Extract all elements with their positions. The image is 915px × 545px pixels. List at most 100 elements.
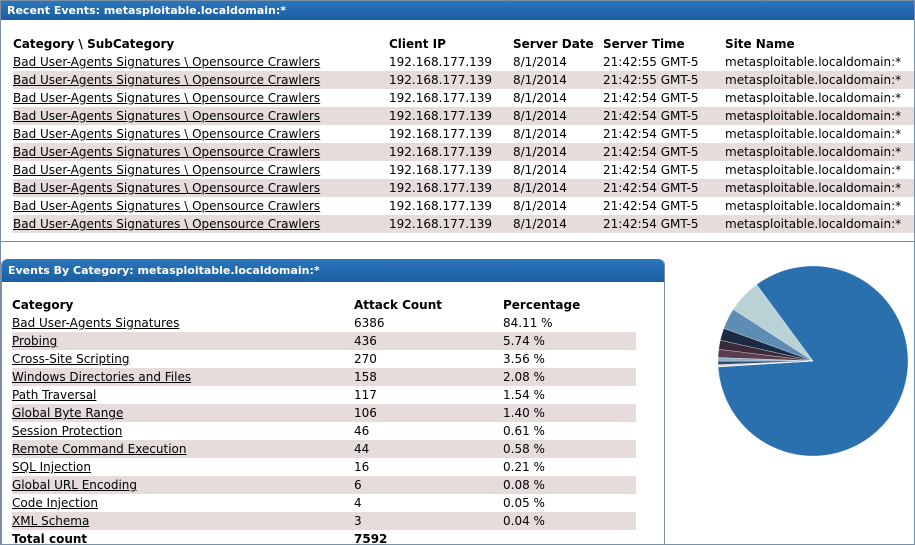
table-row: Session Protection 46 0.61 % <box>12 422 636 440</box>
event-category-link[interactable]: Bad User-Agents Signatures \ Opensource … <box>13 109 321 123</box>
table-row: Code Injection 4 0.05 % <box>12 494 636 512</box>
attack-count-cell: 158 <box>354 368 503 386</box>
server-date-cell: 8/1/2014 <box>513 91 567 105</box>
percentage-cell: 5.74 % <box>503 332 636 350</box>
category-cell: Probing <box>12 332 354 350</box>
site-name-cell: metasploitable.localdomain:* <box>725 127 902 141</box>
category-link[interactable]: SQL Injection <box>12 460 92 474</box>
table-row: Bad User-Agents Signatures \ Opensource … <box>13 107 914 125</box>
column-header-site-name: Site Name <box>725 37 795 51</box>
category-link[interactable]: Global Byte Range <box>12 406 124 420</box>
table-row: Bad User-Agents Signatures \ Opensource … <box>13 125 914 143</box>
table-row: Bad User-Agents Signatures \ Opensource … <box>13 143 914 161</box>
client-ip-cell: 192.168.177.139 <box>389 71 513 89</box>
percentage-cell: 0.21 % <box>503 460 545 474</box>
table-row: Bad User-Agents Signatures \ Opensource … <box>13 89 914 107</box>
client-ip-cell: 192.168.177.139 <box>389 127 493 141</box>
percentage-cell: 0.58 % <box>503 440 636 458</box>
attack-count-cell: 6 <box>354 476 503 494</box>
events-by-category-header: Events By Category: metasploitable.local… <box>2 259 664 282</box>
event-category-link[interactable]: Bad User-Agents Signatures \ Opensource … <box>13 145 321 159</box>
site-name-cell: metasploitable.localdomain:* <box>725 55 902 69</box>
category-link[interactable]: Code Injection <box>12 496 98 510</box>
site-name-cell: metasploitable.localdomain:* <box>725 215 914 233</box>
column-header-percentage: Percentage <box>503 298 581 312</box>
category-header-row: Category Attack Count Percentage <box>12 296 636 314</box>
server-time-cell: 21:42:54 GMT-5 <box>603 163 699 177</box>
pie-slice <box>718 265 909 457</box>
category-link[interactable]: Remote Command Execution <box>12 442 187 456</box>
table-row: Remote Command Execution 44 0.58 % <box>12 440 636 458</box>
attack-count-cell: 6386 <box>354 316 385 330</box>
table-row: Bad User-Agents Signatures \ Opensource … <box>13 179 914 197</box>
category-link[interactable]: Windows Directories and Files <box>12 370 192 384</box>
category-cell: Bad User-Agents Signatures \ Opensource … <box>13 197 389 215</box>
category-pie-chart <box>717 265 909 457</box>
attack-count-cell: 436 <box>354 332 503 350</box>
percentage-cell: 1.54 % <box>503 388 545 402</box>
attack-count-cell: 3 <box>354 512 503 530</box>
client-ip-cell: 192.168.177.139 <box>389 179 513 197</box>
category-link[interactable]: Bad User-Agents Signatures <box>12 316 180 330</box>
event-category-link[interactable]: Bad User-Agents Signatures \ Opensource … <box>13 181 321 195</box>
server-date-cell: 8/1/2014 <box>513 163 567 177</box>
client-ip-cell: 192.168.177.139 <box>389 55 493 69</box>
event-category-link[interactable]: Bad User-Agents Signatures \ Opensource … <box>13 91 321 105</box>
category-cell: Global Byte Range <box>12 404 354 422</box>
event-category-link[interactable]: Bad User-Agents Signatures \ Opensource … <box>13 127 321 141</box>
site-name-cell: metasploitable.localdomain:* <box>725 71 914 89</box>
total-value: 7592 <box>354 532 388 545</box>
column-header-server-time: Server Time <box>603 37 685 51</box>
category-cell: Bad User-Agents Signatures \ Opensource … <box>13 179 389 197</box>
category-link[interactable]: Probing <box>12 334 58 348</box>
column-header-server-date: Server Date <box>513 37 594 51</box>
server-time-cell: 21:42:54 GMT-5 <box>603 107 725 125</box>
server-time-cell: 21:42:54 GMT-5 <box>603 179 725 197</box>
site-name-cell: metasploitable.localdomain:* <box>725 179 914 197</box>
table-row: Probing 436 5.74 % <box>12 332 636 350</box>
table-row: XML Schema 3 0.04 % <box>12 512 636 530</box>
server-date-cell: 8/1/2014 <box>513 107 603 125</box>
category-link[interactable]: Session Protection <box>12 424 123 438</box>
event-category-link[interactable]: Bad User-Agents Signatures \ Opensource … <box>13 199 321 213</box>
site-name-cell: metasploitable.localdomain:* <box>725 143 914 161</box>
server-date-cell: 8/1/2014 <box>513 143 603 161</box>
column-header-client-ip: Client IP <box>389 37 446 51</box>
percentage-cell: 0.08 % <box>503 476 636 494</box>
server-time-cell: 21:42:55 GMT-5 <box>603 71 725 89</box>
percentage-cell: 2.08 % <box>503 368 636 386</box>
category-cell: XML Schema <box>12 512 354 530</box>
event-category-link[interactable]: Bad User-Agents Signatures \ Opensource … <box>13 55 321 69</box>
category-cell: Bad User-Agents Signatures \ Opensource … <box>13 71 389 89</box>
table-row: Path Traversal 117 1.54 % <box>12 386 636 404</box>
category-link[interactable]: Global URL Encoding <box>12 478 138 492</box>
event-category-link[interactable]: Bad User-Agents Signatures \ Opensource … <box>13 217 321 231</box>
client-ip-cell: 192.168.177.139 <box>389 91 493 105</box>
total-empty <box>503 530 636 544</box>
client-ip-cell: 192.168.177.139 <box>389 143 513 161</box>
table-row: Windows Directories and Files 158 2.08 % <box>12 368 636 386</box>
attack-count-cell: 117 <box>354 388 377 402</box>
category-link[interactable]: Cross-Site Scripting <box>12 352 130 366</box>
server-time-cell: 21:42:54 GMT-5 <box>603 143 725 161</box>
category-cell: Bad User-Agents Signatures \ Opensource … <box>13 53 389 71</box>
percentage-cell: 3.56 % <box>503 352 545 366</box>
category-cell: Cross-Site Scripting <box>12 350 354 368</box>
category-link[interactable]: Path Traversal <box>12 388 97 402</box>
table-row: Cross-Site Scripting 270 3.56 % <box>12 350 636 368</box>
percentage-cell: 0.61 % <box>503 424 545 438</box>
server-date-cell: 8/1/2014 <box>513 127 567 141</box>
event-category-link[interactable]: Bad User-Agents Signatures \ Opensource … <box>13 73 321 87</box>
category-link[interactable]: XML Schema <box>12 514 90 528</box>
total-row: Total count 7592 <box>12 530 636 545</box>
table-row: Bad User-Agents Signatures 6386 84.11 % <box>12 314 636 332</box>
client-ip-cell: 192.168.177.139 <box>389 163 493 177</box>
attack-count-cell: 4 <box>354 496 362 510</box>
category-cell: Bad User-Agents Signatures \ Opensource … <box>13 107 389 125</box>
server-date-cell: 8/1/2014 <box>513 179 603 197</box>
events-by-category-panel: Events By Category: metasploitable.local… <box>1 259 665 545</box>
event-category-link[interactable]: Bad User-Agents Signatures \ Opensource … <box>13 163 321 177</box>
server-time-cell: 21:42:54 GMT-5 <box>603 127 699 141</box>
table-row: Bad User-Agents Signatures \ Opensource … <box>13 215 914 233</box>
category-cell: Windows Directories and Files <box>12 368 354 386</box>
